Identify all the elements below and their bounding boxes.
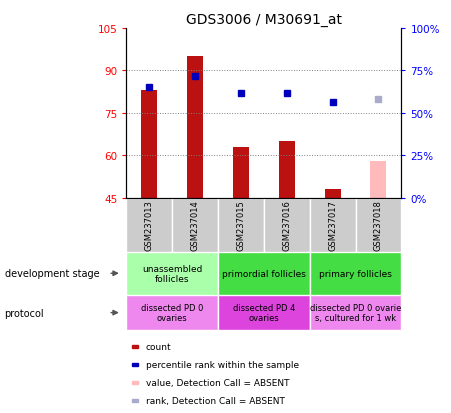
Text: GSM237013: GSM237013	[145, 200, 154, 250]
Bar	[310, 295, 401, 330]
Text: percentile rank within the sample: percentile rank within the sample	[146, 360, 299, 369]
Text: dissected PD 0 ovarie
s, cultured for 1 wk: dissected PD 0 ovarie s, cultured for 1 …	[310, 303, 401, 323]
Bar	[218, 252, 310, 295]
Bar	[279, 142, 295, 198]
Bar	[132, 399, 138, 401]
Text: GSM237015: GSM237015	[236, 200, 245, 250]
Bar	[126, 198, 172, 252]
Text: GSM237017: GSM237017	[328, 200, 337, 250]
Text: GSM237018: GSM237018	[374, 200, 383, 250]
Text: primordial follicles: primordial follicles	[222, 269, 306, 278]
Text: value, Detection Call = ABSENT: value, Detection Call = ABSENT	[146, 378, 289, 387]
Bar	[126, 252, 218, 295]
Bar	[132, 345, 138, 348]
Bar	[264, 198, 310, 252]
Title: GDS3006 / M30691_at: GDS3006 / M30691_at	[186, 12, 342, 26]
Bar	[310, 252, 401, 295]
Text: primary follicles: primary follicles	[319, 269, 392, 278]
Text: unassembled
follicles: unassembled follicles	[142, 264, 202, 283]
Bar	[310, 198, 355, 252]
Bar	[141, 91, 157, 198]
Text: count: count	[146, 342, 171, 351]
Bar	[325, 190, 341, 198]
Text: dissected PD 0
ovaries: dissected PD 0 ovaries	[141, 303, 203, 323]
Bar	[126, 295, 218, 330]
Text: protocol: protocol	[5, 308, 44, 318]
Bar	[218, 295, 310, 330]
Bar	[132, 363, 138, 366]
Bar	[172, 198, 218, 252]
Text: GSM237016: GSM237016	[282, 200, 291, 250]
Bar	[370, 161, 387, 198]
Bar	[132, 381, 138, 384]
Text: development stage: development stage	[5, 268, 99, 279]
Bar	[355, 198, 401, 252]
Bar	[187, 57, 203, 198]
Text: GSM237014: GSM237014	[191, 200, 199, 250]
Text: rank, Detection Call = ABSENT: rank, Detection Call = ABSENT	[146, 396, 285, 405]
Bar	[218, 198, 264, 252]
Text: dissected PD 4
ovaries: dissected PD 4 ovaries	[233, 303, 295, 323]
Bar	[233, 147, 249, 198]
